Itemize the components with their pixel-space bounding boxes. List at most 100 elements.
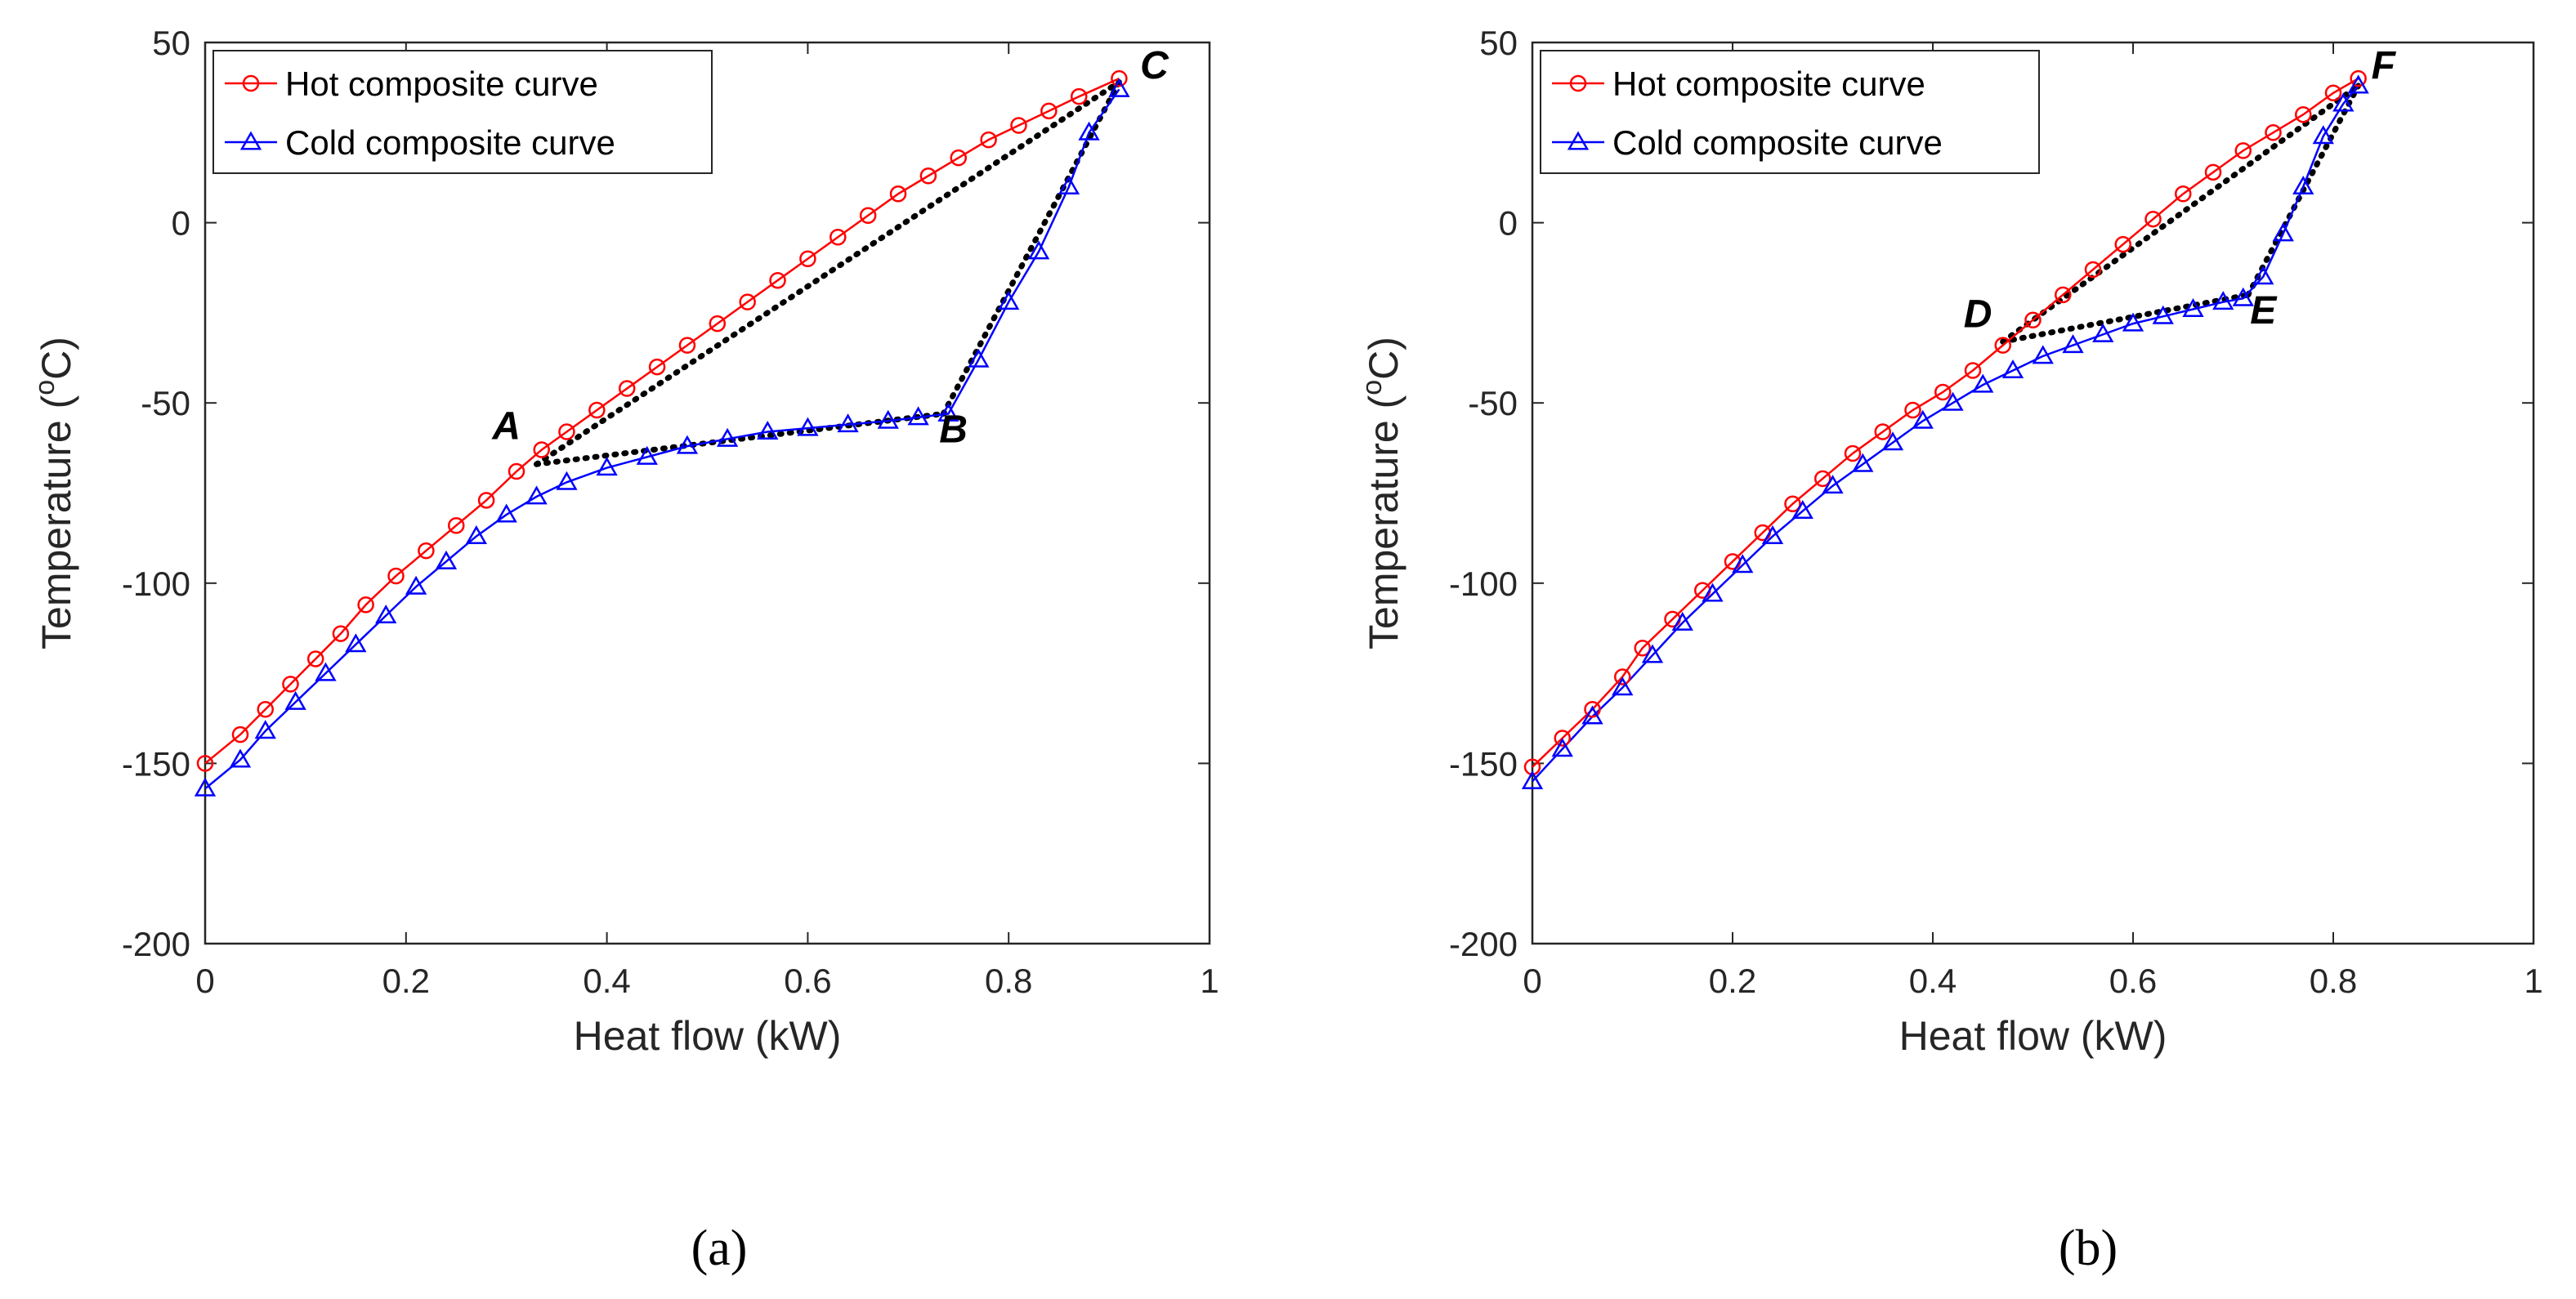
dotted-line	[2000, 292, 2252, 345]
cold-curve-point	[1702, 583, 1724, 602]
y-axis-label-superscript: o	[29, 380, 60, 395]
cold-curve-point	[1852, 453, 1874, 472]
hot-curve-point	[1584, 700, 1601, 718]
hot-curve-point	[533, 441, 550, 458]
panel-caption: (b)	[2059, 1221, 2118, 1276]
legend-swatch-cold	[1552, 131, 1604, 150]
legend-swatch-hot	[1552, 74, 1604, 92]
cold-curve-point	[1581, 705, 1603, 725]
y-tick-label: -50	[1468, 384, 1518, 422]
y-tick-label: 0	[172, 204, 190, 243]
cold-curve-point	[345, 633, 367, 653]
cold-curve-point	[315, 662, 337, 681]
hot-curve-point	[919, 167, 937, 185]
cold-curve-point	[2062, 334, 2084, 354]
chart-panel-a: A B C -200 -150 -100 -50 0 50 0 0.2 0.4 0.…	[29, 24, 1219, 1276]
series-markers	[194, 69, 1130, 797]
cold-curve-point	[1027, 240, 1050, 260]
hot-curve-point	[769, 271, 786, 289]
legend-marker	[242, 74, 260, 92]
hot-curve-point	[1554, 730, 1571, 747]
point-annotations: A B C	[491, 44, 1169, 452]
cold-curve-point	[2032, 345, 2054, 364]
x-tick-label: 0	[195, 962, 214, 1000]
hot-curve-point	[1814, 470, 1831, 488]
legend: Hot composite curve Cold composite curve	[1540, 50, 2040, 174]
y-axis-label: Temperature (oC)	[1357, 337, 1407, 650]
cold-curve-line	[1532, 85, 2359, 783]
legend-swatch-hot	[225, 74, 277, 92]
series-lines	[1532, 78, 2359, 783]
hot-curve-point	[1614, 668, 1631, 685]
cold-curve-point	[1108, 78, 1130, 97]
y-tick-label: 50	[1479, 24, 1518, 62]
cold-curve-point	[495, 503, 517, 523]
dotted-line	[940, 79, 1122, 417]
cold-curve-point	[1641, 644, 1664, 663]
plot-area	[203, 41, 1211, 945]
hot-curve-point	[357, 596, 374, 614]
cold-curve-point	[1732, 554, 1754, 574]
cold-curve-point	[877, 409, 899, 429]
y-tick-labels: -200 -150 -100 -50 0 50	[1449, 24, 1518, 963]
cold-curve-point	[998, 291, 1020, 310]
y-tick-label: -100	[1449, 565, 1518, 603]
x-axis-label: Heat flow (kW)	[1899, 1013, 2167, 1059]
hot-curve-point	[448, 516, 465, 534]
point-label-b: B	[939, 408, 968, 452]
hot-curve-point	[588, 401, 606, 419]
point-label-a: A	[491, 404, 521, 448]
hot-curve-point	[1874, 423, 1891, 440]
x-tick-label: 0.4	[1909, 962, 1957, 1000]
y-axis-label-superscript: o	[1357, 380, 1388, 395]
x-tick-label: 0.6	[784, 962, 831, 1000]
cold-curve-point	[2347, 74, 2369, 94]
hot-curve-point	[257, 700, 274, 718]
legend-entry-cold: Cold composite curve	[1612, 123, 1943, 162]
cold-curve-point	[636, 445, 658, 465]
hot-curve-point	[387, 567, 405, 585]
hot-curve-point	[739, 293, 756, 310]
hot-curve-point	[1010, 117, 1027, 134]
hot-curve-point	[2234, 142, 2252, 159]
cold-curve-point	[1881, 431, 1904, 451]
hot-curve-point	[1964, 362, 1982, 379]
hot-curve-point	[2114, 235, 2131, 253]
hot-curve-point	[1904, 401, 1921, 419]
hot-curve-point	[306, 650, 324, 667]
cold-curve-point	[937, 402, 959, 422]
point-label-c: C	[1140, 44, 1169, 87]
hot-curve-point	[889, 185, 907, 203]
cold-curve-point	[2232, 287, 2254, 306]
x-tick-label: 0.6	[2109, 962, 2157, 1000]
cold-curve-point	[375, 604, 397, 624]
x-tick-label: 1	[1200, 962, 1219, 1000]
cold-curve-point	[2272, 222, 2294, 242]
hot-curve-point	[1784, 495, 1801, 512]
hot-curve-point	[2295, 105, 2312, 123]
cold-curve-point	[2182, 297, 2204, 317]
dotted-construction-lines	[2000, 83, 2362, 345]
cold-curve-point	[797, 417, 819, 436]
hot-curve-point	[477, 492, 495, 509]
y-tick-label: 50	[152, 24, 190, 62]
y-tick-label: 0	[1499, 204, 1518, 243]
hot-curve-point	[618, 380, 636, 397]
cold-curve-point	[2122, 312, 2144, 332]
hot-curve-point	[332, 625, 350, 642]
legend-marker	[1567, 131, 1590, 150]
point-label-e: E	[2250, 289, 2278, 333]
point-annotations: D E F	[1964, 44, 2397, 336]
cold-curve-point	[2332, 92, 2355, 112]
hot-curve-point	[859, 207, 877, 225]
cold-curve-point	[194, 777, 217, 797]
hot-curve-point	[1634, 639, 1651, 657]
hot-curve-point	[709, 315, 727, 333]
dotted-line	[534, 79, 1122, 467]
y-axis-label-unit: C)	[1361, 337, 1407, 380]
y-tick-label: -150	[1449, 744, 1518, 783]
hot-curve-point	[799, 250, 816, 267]
cold-curve-point	[2092, 323, 2114, 342]
legend-entry-hot: Hot composite curve	[1612, 65, 1925, 103]
y-tick-label: -200	[122, 925, 190, 963]
